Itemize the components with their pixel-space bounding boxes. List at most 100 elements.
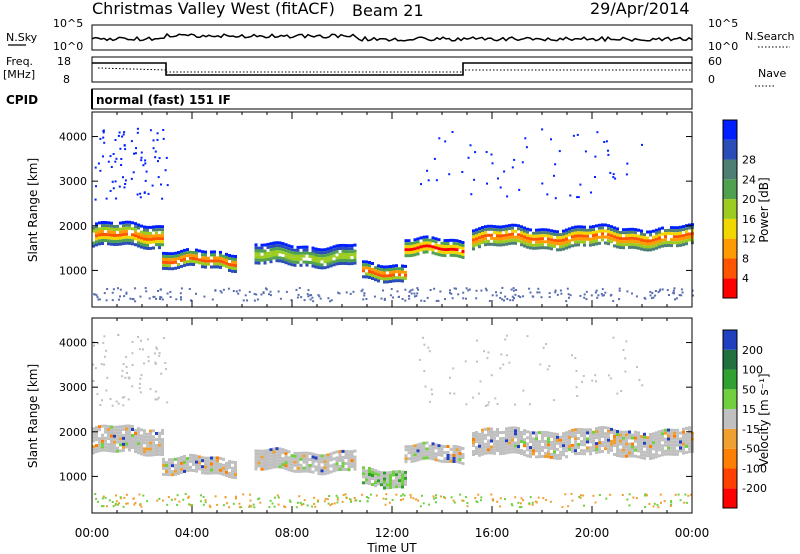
heatmap-cell bbox=[461, 247, 465, 250]
far-range-cell bbox=[102, 341, 105, 344]
ground-scatter-cell bbox=[102, 495, 105, 498]
ground-scatter-cell bbox=[449, 289, 451, 292]
heatmap-cell bbox=[335, 244, 339, 248]
heatmap-cell bbox=[171, 470, 174, 474]
heatmap-cell bbox=[583, 440, 586, 444]
ground-scatter-cell bbox=[579, 494, 582, 497]
heatmap-cell bbox=[559, 441, 562, 445]
heatmap-cell bbox=[514, 444, 517, 448]
heatmap-cell bbox=[95, 447, 98, 451]
ground-scatter-cell bbox=[336, 501, 339, 504]
heatmap-cell bbox=[146, 243, 149, 247]
heatmap-cell bbox=[278, 456, 282, 460]
ground-scatter-cell bbox=[509, 299, 512, 302]
heatmap-cell bbox=[422, 453, 426, 457]
heatmap-cell bbox=[326, 456, 330, 460]
heatmap-cell bbox=[431, 248, 435, 252]
heatmap-cell bbox=[431, 245, 435, 249]
heatmap-cell bbox=[437, 444, 441, 448]
heatmap-cell bbox=[404, 276, 407, 280]
far-range-cell bbox=[144, 159, 147, 162]
heatmap-cell bbox=[287, 456, 291, 460]
heatmap-cell bbox=[107, 425, 110, 429]
ground-scatter-cell bbox=[435, 496, 438, 499]
heatmap-cell bbox=[514, 235, 517, 239]
ground-scatter-cell bbox=[169, 290, 172, 293]
heatmap-cell bbox=[592, 243, 595, 247]
heatmap-cell bbox=[475, 231, 478, 235]
heatmap-cell bbox=[455, 254, 459, 258]
heatmap-cell bbox=[437, 247, 441, 251]
heatmap-cell bbox=[577, 443, 580, 446]
heatmap-cell bbox=[538, 228, 541, 232]
far-range-cell bbox=[422, 336, 424, 339]
heatmap-cell bbox=[149, 450, 152, 454]
heatmap-cell bbox=[122, 448, 125, 452]
heatmap-cell bbox=[622, 442, 625, 446]
heatmap-cell bbox=[107, 242, 110, 246]
ground-scatter-cell bbox=[601, 288, 604, 291]
heatmap-cell bbox=[407, 254, 411, 258]
heatmap-cell bbox=[275, 459, 279, 463]
heatmap-cell bbox=[670, 443, 673, 447]
heatmap-cell bbox=[514, 426, 517, 430]
heatmap-cell bbox=[649, 439, 652, 442]
heatmap-cell bbox=[254, 252, 258, 256]
heatmap-cell bbox=[496, 237, 499, 241]
heatmap-cell bbox=[478, 245, 481, 249]
heatmap-cell bbox=[254, 464, 258, 468]
heatmap-cell bbox=[281, 448, 285, 452]
heatmap-cell bbox=[631, 236, 634, 240]
ground-scatter-cell bbox=[571, 499, 574, 502]
far-range-cell bbox=[518, 188, 521, 191]
heatmap-cell bbox=[487, 239, 490, 243]
heatmap-cell bbox=[389, 471, 392, 474]
heatmap-cell bbox=[110, 230, 113, 234]
heatmap-cell bbox=[586, 231, 589, 235]
heatmap-cell bbox=[395, 264, 398, 268]
ground-scatter-cell bbox=[115, 494, 117, 497]
ground-scatter-cell bbox=[133, 503, 136, 506]
heatmap-cell bbox=[377, 279, 380, 283]
heatmap-cell bbox=[619, 237, 622, 240]
heatmap-cell bbox=[577, 237, 580, 241]
heatmap-cell bbox=[499, 437, 502, 441]
far-range-cell bbox=[147, 355, 150, 358]
heatmap-cell bbox=[281, 245, 285, 249]
heatmap-cell bbox=[257, 452, 261, 456]
ground-scatter-cell bbox=[675, 297, 678, 300]
heatmap-cell bbox=[293, 457, 297, 461]
heatmap-cell bbox=[125, 229, 128, 233]
ground-scatter-cell bbox=[365, 298, 368, 300]
far-range-cell bbox=[431, 393, 434, 396]
heatmap-cell bbox=[371, 471, 374, 474]
heatmap-cell bbox=[532, 431, 535, 435]
heatmap-cell bbox=[431, 442, 435, 446]
heatmap-cell bbox=[571, 232, 574, 236]
heatmap-cell bbox=[685, 236, 688, 240]
ground-scatter-cell bbox=[495, 291, 497, 294]
heatmap-cell bbox=[523, 232, 526, 236]
heatmap-cell bbox=[404, 457, 408, 461]
ground-scatter-cell bbox=[537, 496, 540, 499]
heatmap-cell bbox=[610, 231, 613, 235]
heatmap-cell bbox=[487, 224, 490, 228]
ground-scatter-cell bbox=[392, 296, 394, 299]
heatmap-cell bbox=[146, 240, 149, 244]
heatmap-cell bbox=[284, 461, 288, 465]
ground-scatter-cell bbox=[517, 295, 520, 298]
heatmap-cell bbox=[628, 448, 631, 452]
heatmap-cell bbox=[326, 465, 330, 469]
ground-scatter-cell bbox=[117, 287, 119, 290]
freq-label: Freq. bbox=[6, 55, 33, 68]
heatmap-cell bbox=[287, 250, 291, 254]
heatmap-cell bbox=[487, 442, 490, 446]
far-range-cell bbox=[572, 134, 575, 137]
heatmap-cell bbox=[398, 470, 401, 474]
heatmap-cell bbox=[425, 244, 429, 248]
heatmap-cell bbox=[204, 456, 207, 460]
heatmap-cell bbox=[607, 239, 610, 243]
heatmap-cell bbox=[263, 461, 267, 465]
heatmap-cell bbox=[140, 440, 143, 444]
ground-scatter-cell bbox=[269, 499, 272, 502]
